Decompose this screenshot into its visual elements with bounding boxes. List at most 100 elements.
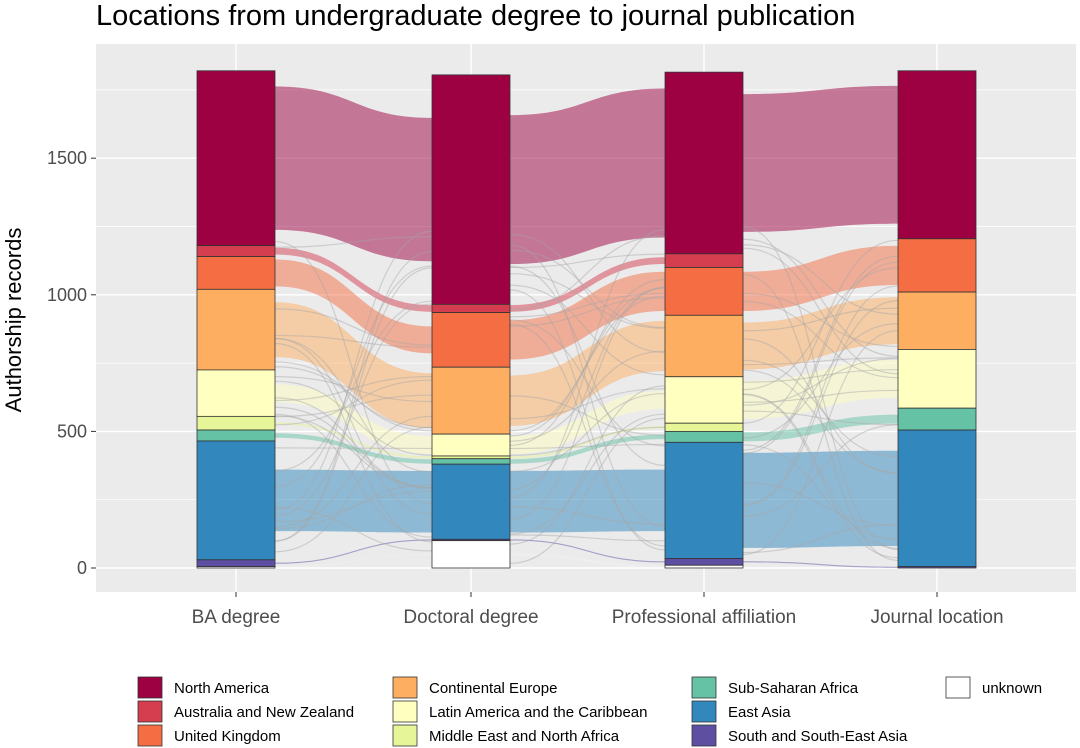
x-tick-label: Journal location: [870, 607, 1003, 628]
legend-item-south-and-south-east-asia: South and South-East Asia: [691, 724, 908, 747]
flow-thread: [509, 265, 666, 466]
flow-thread: [742, 410, 899, 426]
stratum-sub-saharan-africa: [431, 458, 511, 465]
flow-south-and-south-east-asia: [510, 539, 665, 563]
flow-thread: [742, 267, 899, 391]
flow-thread: [274, 490, 433, 523]
flow-united-kingdom: [743, 245, 898, 311]
flow-thread: [742, 300, 899, 379]
flow-thread: [274, 415, 433, 490]
legend-swatch: [691, 676, 717, 699]
stratum-unknown: [664, 564, 744, 569]
legend-item-unknown: unknown: [945, 676, 1042, 699]
flow-thread: [509, 244, 666, 528]
flow-sub-saharan-africa: [275, 433, 432, 464]
stratum-australia-and-new-zealand: [196, 245, 276, 257]
stratum-north-america: [664, 71, 744, 255]
flow-thread: [742, 424, 899, 517]
flow-thread: [509, 284, 666, 376]
stratum-united-kingdom: [196, 256, 276, 290]
flow-thread: [509, 506, 666, 525]
flow-australia-and-new-zealand: [510, 257, 665, 312]
flow-thread: [509, 295, 666, 432]
flow-south-and-south-east-asia: [275, 539, 432, 564]
flow-thread: [742, 300, 899, 507]
flow-thread: [274, 376, 433, 403]
stratum-south-and-south-east-asia: [897, 566, 977, 569]
flow-thread: [509, 233, 666, 354]
flow-thread: [742, 238, 899, 357]
flow-united-kingdom: [510, 271, 665, 360]
flow-thread: [509, 323, 666, 547]
flow-thread: [274, 308, 433, 346]
flow-thread: [742, 261, 899, 454]
x-tick-label: Professional affiliation: [612, 607, 796, 628]
flow-thread: [742, 285, 899, 505]
flow-thread: [742, 393, 899, 549]
stratum-bars: [196, 70, 977, 569]
flow-sub-saharan-africa: [743, 414, 898, 442]
flow-thread: [274, 426, 433, 553]
flow-thread: [274, 413, 433, 538]
flow-thread: [509, 534, 666, 542]
x-tick-label: BA degree: [192, 607, 281, 628]
flow-thread: [742, 389, 899, 403]
flow-continental-europe: [510, 320, 665, 426]
stratum-continental-europe: [664, 314, 744, 378]
stratum-north-america: [196, 70, 276, 247]
flow-middle-east-and-north-africa: [510, 426, 665, 459]
y-axis-label: Authorship records: [1, 228, 26, 413]
stratum-middle-east-and-north-africa: [196, 415, 276, 431]
flow-thread: [509, 392, 666, 473]
stratum-east-asia: [431, 463, 511, 540]
flow-thread: [742, 244, 899, 315]
flow-east-asia: [743, 450, 898, 548]
flow-thread: [742, 255, 899, 451]
flow-thread: [274, 379, 433, 426]
flow-thread: [742, 338, 899, 475]
legend-label: Continental Europe: [429, 680, 557, 697]
flow-thread: [274, 267, 433, 542]
flow-thread: [742, 359, 899, 458]
stratum-north-america: [431, 74, 511, 305]
stratum-middle-east-and-north-africa: [664, 422, 744, 432]
flow-unknown: [275, 553, 432, 568]
flow-latin-america-and-the-caribbean: [743, 359, 898, 420]
flow-unknown: [510, 553, 665, 568]
stratum-continental-europe: [196, 288, 276, 371]
flow-australia-and-new-zealand: [275, 247, 432, 312]
flow-united-kingdom: [275, 259, 432, 354]
flow-latin-america-and-the-caribbean: [275, 384, 432, 455]
flow-thread: [274, 342, 433, 543]
flow-east-asia: [510, 469, 665, 533]
flow-thread: [742, 482, 899, 526]
stratum-east-asia: [196, 440, 276, 561]
flow-thread: [742, 323, 899, 439]
flow-thread: [509, 279, 666, 446]
x-axis: BA degree Doctoral degree Professional aff…: [192, 592, 1004, 628]
legend-swatch: [691, 700, 717, 723]
flow-thread: [742, 273, 899, 562]
flow-thread: [274, 397, 433, 489]
flow-north-america: [510, 88, 665, 265]
flow-thread: [742, 247, 899, 375]
stratum-australia-and-new-zealand: [431, 303, 511, 313]
flow-thread: [509, 350, 666, 442]
stratum-east-asia: [664, 441, 744, 559]
flow-thread: [274, 380, 433, 456]
flow-thread: [274, 337, 433, 473]
stratum-continental-europe: [431, 366, 511, 435]
flow-thread: [274, 241, 433, 505]
flow-thread: [742, 523, 899, 554]
flow-thread: [274, 361, 433, 432]
stratum-united-kingdom: [897, 238, 977, 293]
flow-thread: [274, 366, 433, 429]
stratum-sub-saharan-africa: [897, 407, 977, 431]
stratum-united-kingdom: [664, 267, 744, 316]
flow-thread: [274, 230, 433, 511]
legend-swatch: [392, 724, 418, 747]
flow-thread: [509, 385, 666, 545]
flow-thread: [742, 307, 899, 332]
legend-swatch: [137, 676, 163, 699]
flow-thread: [274, 303, 433, 517]
